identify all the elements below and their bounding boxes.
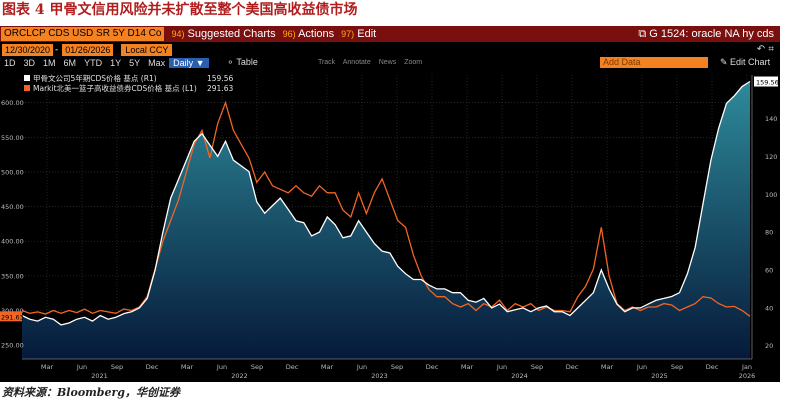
x-tick-label: Jun xyxy=(496,363,507,371)
left-tick-label: 450.00 xyxy=(1,203,24,211)
date-separator: - xyxy=(55,44,59,55)
chart-tools[interactable]: Track Annotate News Zoom xyxy=(318,59,422,66)
left-tick-label: 550.00 xyxy=(1,134,24,142)
year-label: 2024 xyxy=(511,372,528,380)
edit-chart-button[interactable]: ✎ Edit Chart xyxy=(720,57,771,67)
year-label: 2021 xyxy=(91,372,108,380)
last-value-oracle: 159.56 xyxy=(756,79,779,87)
source-note: 资料来源：Bloomberg，华创证券 xyxy=(2,386,180,399)
x-tick-label: Dec xyxy=(426,363,439,371)
right-tick-label: 60 xyxy=(765,267,773,275)
right-tick-label: 80 xyxy=(765,229,773,237)
x-tick-label: Dec xyxy=(706,363,719,371)
x-tick-label: Sep xyxy=(251,363,263,371)
actions-button[interactable]: 96) Actions xyxy=(282,28,335,40)
tool-news[interactable]: News xyxy=(378,59,397,66)
x-tick-label: Dec xyxy=(286,363,299,371)
left-tick-label: 350.00 xyxy=(1,272,24,280)
x-tick-label: Sep xyxy=(111,363,123,371)
period-1d[interactable]: 1D xyxy=(4,57,16,68)
period-5y[interactable]: 5Y xyxy=(129,57,141,68)
table-button[interactable]: ⚬ Table xyxy=(226,57,258,67)
oracle-cds-line xyxy=(21,80,751,326)
left-tick-label: 500.00 xyxy=(1,168,24,176)
legend-value-hy: 291.63 xyxy=(207,84,233,93)
suggested-charts-button[interactable]: 94) Suggested Charts xyxy=(171,28,276,40)
add-data-input[interactable]: Add Data xyxy=(600,57,708,68)
x-tick-label: Mar xyxy=(601,363,614,371)
x-tick-label: Sep xyxy=(671,363,683,371)
period-1m[interactable]: 1M xyxy=(43,57,56,68)
right-tick-label: 100 xyxy=(765,191,777,199)
right-tick-label: 120 xyxy=(765,153,777,161)
axes-layer: 250.00 300.00 350.00 400.00 450.00 500.00 550.… xyxy=(0,75,779,380)
last-value-tag-hy xyxy=(0,311,22,322)
left-tick-label: 250.00 xyxy=(1,342,24,350)
year-label: 2022 xyxy=(231,372,248,380)
tool-annotate[interactable]: Annotate xyxy=(342,59,371,66)
legend: 甲骨文公司5年期CDS价格 基点 (R1) 159.56 Markit北美一篮子… xyxy=(24,73,233,93)
tool-zoom[interactable]: Zoom xyxy=(404,59,423,66)
start-date-input[interactable]: 12/30/2020 xyxy=(2,43,54,56)
x-tick-label: Mar xyxy=(41,363,54,371)
right-tick-label: 40 xyxy=(765,304,773,312)
last-value-tag-oracle xyxy=(754,76,778,87)
period-6m[interactable]: 6M xyxy=(63,57,77,68)
x-tick-label: Jun xyxy=(76,363,87,371)
year-label: 2026 xyxy=(739,372,756,380)
year-label: 2023 xyxy=(371,372,388,380)
currency-select[interactable]: Local CCY xyxy=(121,43,173,56)
right-tick-label: 20 xyxy=(765,342,773,350)
left-tick-label: 400.00 xyxy=(1,238,24,246)
period-3d[interactable]: 3D xyxy=(23,57,36,68)
period-bar: 1D 3D 1M 6M YTD 1Y 5Y Max Daily ▼ ⚬ Tabl… xyxy=(0,56,780,69)
x-tick-label: Dec xyxy=(146,363,159,371)
x-tick-label: Jan xyxy=(741,363,752,371)
window-controls[interactable]: ↶ ⌗ xyxy=(756,44,774,55)
date-range-bar: 12/30/2020 - 01/26/2026 Local CCY ↶ ⌗ xyxy=(0,43,780,56)
x-tick-label: Sep xyxy=(531,363,543,371)
legend-value-oracle: 159.56 xyxy=(207,74,233,83)
x-tick-label: Dec xyxy=(566,363,579,371)
legend-swatch-oracle xyxy=(24,75,30,81)
ticker-field[interactable]: ORCLCP CDS USD SR 5Y D14 Co xyxy=(1,27,165,41)
year-label: 2025 xyxy=(651,372,668,380)
legend-swatch-hy xyxy=(24,85,30,91)
bloomberg-terminal: ORCLCP CDS USD SR 5Y D14 Co 94) Suggeste… xyxy=(0,26,780,382)
x-tick-label: Mar xyxy=(181,363,194,371)
legend-label-oracle: 甲骨文公司5年期CDS价格 基点 (R1) xyxy=(33,73,157,83)
x-tick-label: Mar xyxy=(321,363,334,371)
right-tick-label: 140 xyxy=(765,115,777,123)
hy-cds-line xyxy=(21,100,751,317)
tool-track[interactable]: Track xyxy=(317,59,336,66)
figure-title: 图表 4 甲骨文信用风险并未扩散至整个美国高收益债市场 xyxy=(2,2,358,18)
oracle-cds-area xyxy=(22,81,750,359)
edit-button[interactable]: 97) Edit xyxy=(341,28,377,40)
left-tick-label: 600.00 xyxy=(1,99,24,107)
chart-title-label: ⧉ G 1524: oracle NA hy cds xyxy=(638,27,774,40)
x-tick-label: Jun xyxy=(636,363,647,371)
external-link-icon[interactable]: ⧉ xyxy=(638,27,650,40)
frequency-dropdown[interactable]: Daily ▼ xyxy=(169,57,209,68)
pencil-icon: ✎ xyxy=(720,57,731,67)
legend-label-hy: Markit北美一篮子高收益债券CDS价格 基点 (L1) xyxy=(33,83,197,93)
chart-table-icon: ⚬ xyxy=(226,57,237,67)
period-1y[interactable]: 1Y xyxy=(110,57,122,68)
chart-plot[interactable]: 250.00 300.00 350.00 400.00 450.00 500.00 550.… xyxy=(0,69,780,382)
period-max[interactable]: Max xyxy=(148,57,166,68)
left-tick-label: 300.00 xyxy=(1,307,24,315)
last-value-hy: 291.63 xyxy=(1,313,24,321)
end-date-input[interactable]: 01/26/2026 xyxy=(62,43,114,56)
x-tick-label: Jun xyxy=(216,363,227,371)
command-bar: ORCLCP CDS USD SR 5Y D14 Co 94) Suggeste… xyxy=(0,26,780,42)
x-tick-label: Jun xyxy=(356,363,367,371)
x-tick-label: Mar xyxy=(461,363,474,371)
period-ytd[interactable]: YTD xyxy=(84,57,103,68)
x-tick-label: Sep xyxy=(391,363,403,371)
